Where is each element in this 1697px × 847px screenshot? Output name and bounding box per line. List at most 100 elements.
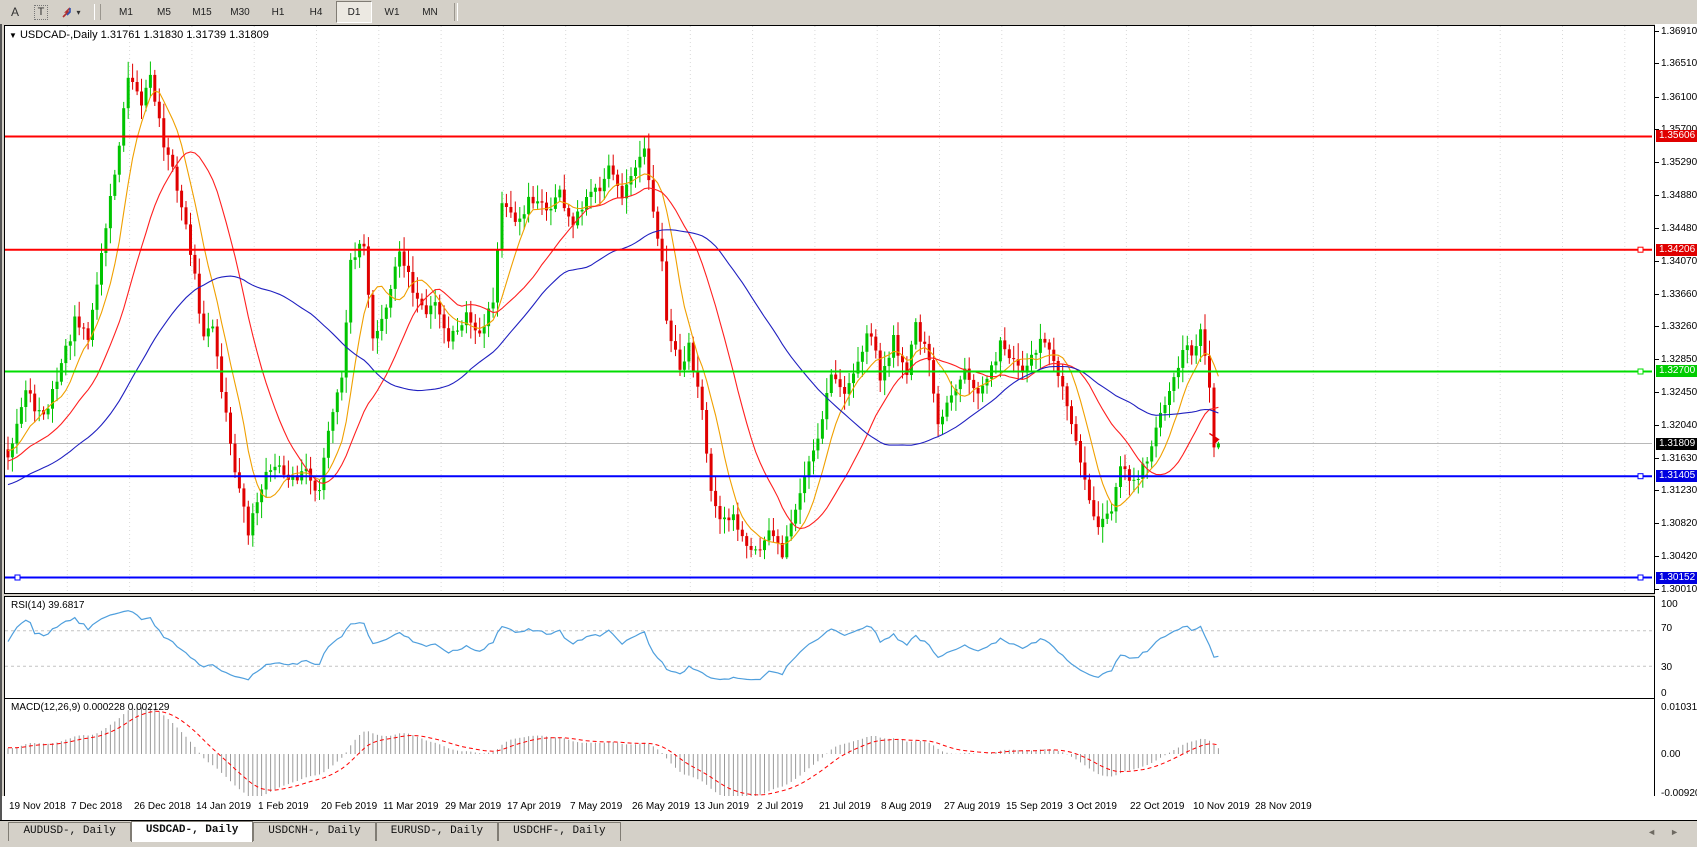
candle-body [1087, 479, 1091, 501]
timeframe-button-m30[interactable]: M30 [230, 6, 250, 18]
candle-body [843, 387, 847, 394]
timeframe-button-m5[interactable]: M5 [157, 6, 171, 18]
candle-body [389, 289, 393, 308]
price-axis[interactable]: 1.36910 1.36510 1.36100 1.35700 1.35290 1.348… [1655, 24, 1697, 820]
candle-body [838, 379, 842, 388]
text-label-tool-icon[interactable]: T [30, 3, 52, 21]
candle-body [264, 471, 268, 490]
candle-body [727, 517, 731, 521]
chart-tab-usdchf[interactable]: USDCHF-, Daily [498, 822, 621, 841]
date-axis-label: 13 Jun 2019 [694, 801, 750, 812]
timeframe-button-m1[interactable]: M1 [119, 6, 133, 18]
price-level-badge: 1.30152 [1656, 572, 1697, 584]
chart-tab-usdcnh[interactable]: USDCNH-, Daily [253, 822, 376, 841]
candle-body [945, 402, 949, 417]
line-handle[interactable] [1637, 574, 1644, 581]
font-tool-icon[interactable]: A [10, 5, 19, 19]
candle-body [15, 423, 19, 444]
color-style-tool-icon[interactable]: ▾ [56, 3, 86, 21]
candle-body [469, 312, 473, 323]
candle-body [749, 546, 753, 550]
candle-body [291, 475, 295, 480]
ma-line [7, 90, 1219, 546]
candle-body [1030, 354, 1033, 366]
price-axis-tick [1655, 63, 1659, 64]
timeframe-button-w1[interactable]: W1 [384, 6, 400, 18]
timeframe-button-h4[interactable]: H4 [309, 6, 323, 18]
candle-body [1038, 338, 1042, 353]
date-axis-label: 2 Jul 2019 [757, 801, 804, 812]
candle-body [429, 305, 433, 315]
candle-body [375, 331, 379, 339]
line-handle[interactable] [1637, 246, 1644, 253]
toolbar-grip[interactable] [94, 4, 101, 20]
candle-body [731, 514, 735, 521]
candle-body [972, 379, 976, 389]
chart-tab-audusd[interactable]: AUDUSD-, Daily [8, 822, 131, 841]
candle-body [331, 412, 335, 431]
timeframe-button-mn[interactable]: MN [422, 6, 438, 18]
candle-body [313, 480, 317, 491]
candle-body [1079, 441, 1082, 463]
candle-body [366, 246, 370, 295]
chart-ohlc-values: 1.31761 1.31830 1.31739 1.31809 [100, 29, 269, 41]
price-axis-tick [1655, 392, 1659, 393]
price-axis-tick [1655, 359, 1659, 360]
price-chart-panel[interactable]: ▼ USDCAD-,Daily 1.31761 1.31830 1.31739 … [4, 25, 1655, 594]
candle-body [318, 490, 321, 492]
candle-body [1092, 500, 1096, 517]
rsi-line [7, 610, 1219, 681]
price-level-badge: 1.34206 [1656, 244, 1697, 256]
candle-body [1150, 446, 1154, 462]
candle-body [157, 101, 161, 119]
candle-body [656, 211, 660, 239]
candle-body [803, 477, 807, 494]
price-axis-label: 1.36100 [1661, 92, 1697, 103]
candle-body [549, 208, 553, 211]
date-axis-label: 20 Feb 2019 [321, 801, 378, 812]
candle-body [491, 302, 495, 309]
macd-plot[interactable] [5, 699, 1652, 803]
line-handle[interactable] [1637, 473, 1644, 480]
tab-scroll-left-icon[interactable]: ◄ [1647, 827, 1671, 837]
candle-body [260, 489, 264, 503]
line-handle[interactable] [14, 574, 21, 581]
line-handle[interactable] [1637, 368, 1644, 375]
ma-line [7, 151, 1219, 530]
timeframe-button-group: M1 M5 M15 M30 H1 H4 D1 W1 MN [107, 1, 449, 23]
candle-body [1172, 377, 1176, 391]
tab-scroll-right-icon[interactable]: ► [1670, 827, 1693, 837]
candle-body [1163, 405, 1167, 413]
timeframe-button-h1[interactable]: H1 [271, 6, 285, 18]
candle-body [562, 189, 566, 209]
candle-body [473, 322, 477, 331]
candle-body [892, 335, 896, 358]
timeframe-button-m15[interactable]: M15 [192, 6, 212, 18]
chart-tab-usdcad[interactable]: USDCAD-, Daily [130, 821, 254, 842]
candle-body [326, 430, 330, 458]
candle-body [905, 362, 909, 375]
text-label-icon: T [33, 4, 49, 20]
candle-body [482, 326, 486, 334]
candle-body [304, 468, 308, 472]
candle-body [1021, 365, 1025, 373]
price-axis-label: 1.35290 [1661, 157, 1697, 168]
candle-body [932, 360, 936, 394]
candle-body [709, 453, 713, 491]
sell-arrow-icon [1209, 432, 1220, 444]
candle-body [651, 180, 655, 212]
candle-body [754, 549, 758, 551]
chart-tab-eurusd[interactable]: EURUSD-, Daily [375, 822, 499, 841]
candle-body [723, 517, 726, 520]
macd-panel[interactable]: MACD(12,26,9) 0.000228 0.002129 [4, 698, 1655, 806]
chart-dropdown-icon[interactable]: ▼ [9, 31, 17, 40]
date-axis-label: 21 Jul 2019 [819, 801, 871, 812]
rsi-panel[interactable]: RSI(14) 39.6817 [4, 596, 1655, 699]
timeframe-button-d1[interactable]: D1 [336, 1, 372, 23]
price-axis-label: 1.34480 [1661, 223, 1697, 234]
rsi-plot[interactable] [5, 597, 1652, 696]
candlestick-plot[interactable] [5, 26, 1652, 591]
candle-body [936, 393, 940, 425]
date-axis-label: 28 Nov 2019 [1255, 801, 1312, 812]
candle-body [1043, 338, 1047, 343]
